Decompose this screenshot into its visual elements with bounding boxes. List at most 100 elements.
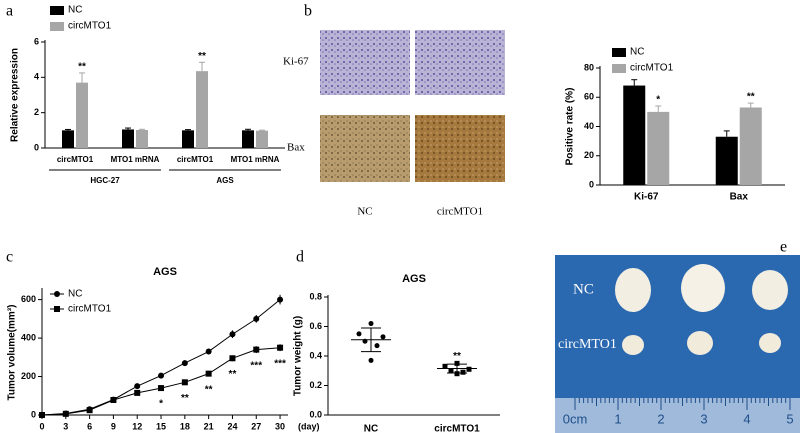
marker xyxy=(229,355,236,362)
marker xyxy=(86,407,93,414)
bar xyxy=(242,130,254,148)
bar xyxy=(62,130,74,148)
marker xyxy=(181,360,188,367)
marker xyxy=(374,343,380,349)
y-axis-label: Relative expression xyxy=(10,48,21,142)
x-tick-label: MTO1 mRNA xyxy=(111,155,160,164)
bar xyxy=(182,130,194,148)
x-tick-label: 15 xyxy=(156,421,166,431)
chart-title: AGS xyxy=(153,266,177,278)
x-tick-label: circMTO1 xyxy=(57,155,94,164)
y-tick-label: 40 xyxy=(584,121,594,131)
marker xyxy=(454,371,460,377)
marker xyxy=(460,369,466,375)
marker xyxy=(54,306,60,312)
marker xyxy=(158,372,165,379)
ihc-image xyxy=(415,115,505,182)
marker xyxy=(134,389,141,396)
y-tick-label: 0 xyxy=(31,409,36,419)
ruler-label: 5 xyxy=(786,411,793,426)
marker xyxy=(454,360,460,366)
marker xyxy=(110,397,117,403)
y-tick-label: 0.2 xyxy=(309,380,322,390)
marker xyxy=(205,370,212,377)
y-tick-label: 4 xyxy=(34,72,39,82)
marker xyxy=(448,368,454,374)
tumor xyxy=(752,270,788,310)
marker xyxy=(466,366,472,372)
col-label: circMTO1 xyxy=(437,206,483,218)
marker xyxy=(253,346,260,353)
bar xyxy=(76,82,88,148)
x-tick-label: 9 xyxy=(111,421,116,431)
y-tick-label: 80 xyxy=(584,62,594,72)
ruler-label: 3 xyxy=(700,411,707,426)
tumor xyxy=(759,333,781,353)
tumor xyxy=(615,268,651,312)
significance: ** xyxy=(78,62,86,73)
ruler-label: 0cm xyxy=(563,411,588,426)
bar xyxy=(256,130,268,148)
significance: ** xyxy=(453,351,461,362)
x-axis-unit: (day) xyxy=(298,421,320,431)
ruler-scale: 0cm 1 2 3 4 5 xyxy=(563,398,794,426)
ruler-label: 2 xyxy=(657,411,664,426)
panel-label: b xyxy=(304,3,312,20)
y-tick-label: 600 xyxy=(21,294,36,304)
legend-swatch xyxy=(50,6,64,15)
marker xyxy=(380,334,386,340)
marker xyxy=(205,348,212,355)
ihc-image xyxy=(320,115,410,182)
ruler-label: 1 xyxy=(614,411,621,426)
legend-label: NC xyxy=(68,5,82,16)
marker xyxy=(181,379,188,386)
y-tick-label: 0.4 xyxy=(309,350,322,360)
x-tick-label: 3 xyxy=(63,421,68,431)
y-tick-label: 20 xyxy=(584,150,594,160)
y-tick-label: 200 xyxy=(21,371,36,381)
marker xyxy=(368,357,374,363)
x-tick-label: 12 xyxy=(132,421,142,431)
tumor xyxy=(622,335,644,355)
x-tick-label: NC xyxy=(364,424,378,433)
x-tick-label: 6 xyxy=(87,421,92,431)
row-label: circMTO1 xyxy=(558,337,617,352)
x-tick-label: 21 xyxy=(204,421,214,431)
y-axis-label: Positive rate (%) xyxy=(565,88,576,166)
y-tick-label: 6 xyxy=(34,36,39,46)
significance: ** xyxy=(229,369,237,380)
marker xyxy=(368,321,374,327)
legend-swatch xyxy=(612,48,626,57)
legend-swatch xyxy=(50,22,64,31)
y-tick-label: 0 xyxy=(34,142,39,152)
bar xyxy=(623,85,646,185)
y-axis-label: Tumor weight (g) xyxy=(293,316,304,396)
ruler xyxy=(555,398,800,433)
y-tick-label: 60 xyxy=(584,92,594,102)
marker xyxy=(39,412,45,418)
significance: ** xyxy=(198,51,206,62)
panel-label: a xyxy=(6,3,13,20)
bar xyxy=(739,107,762,185)
significance: ** xyxy=(747,92,755,103)
marker xyxy=(277,296,284,303)
significance: ** xyxy=(181,393,189,404)
bar xyxy=(196,71,208,148)
x-tick-label: 0 xyxy=(39,421,44,431)
legend-label: NC xyxy=(68,289,82,300)
ihc-image xyxy=(415,30,505,95)
bar xyxy=(136,129,148,148)
marker xyxy=(158,385,165,392)
x-tick-label: Bax xyxy=(730,192,749,203)
significance: * xyxy=(159,399,163,410)
chart-title: AGS xyxy=(402,273,426,285)
legend-swatch xyxy=(612,64,626,73)
marker xyxy=(442,363,448,369)
panel-label: c xyxy=(6,249,13,266)
group-label: AGS xyxy=(216,176,234,185)
panel-label: d xyxy=(296,249,304,266)
x-tick-label: circMTO1 xyxy=(177,155,214,164)
y-tick-label: 0.0 xyxy=(309,409,322,419)
legend-label: NC xyxy=(630,47,644,58)
